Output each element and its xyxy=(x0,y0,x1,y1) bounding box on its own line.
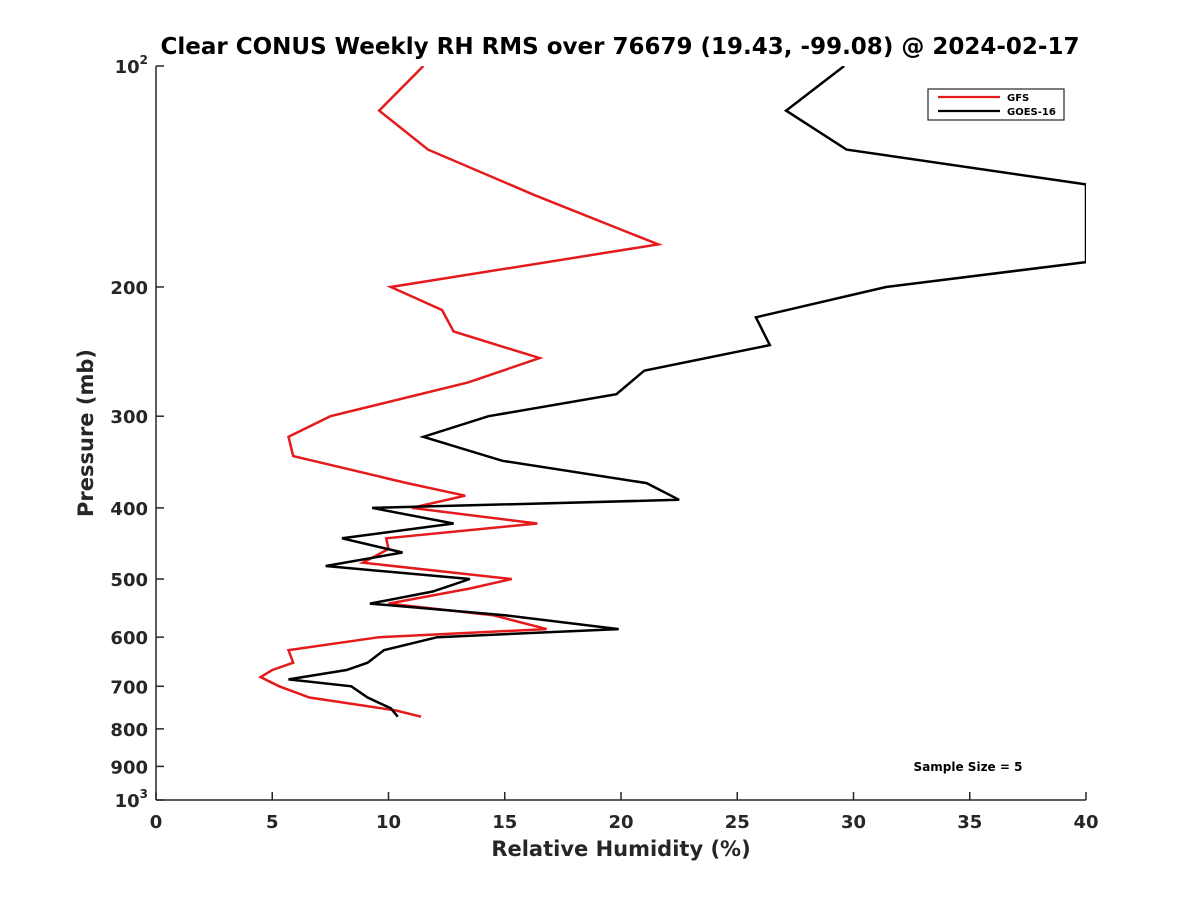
y-tick-label: 800 xyxy=(110,720,148,741)
y-tick-label-base: 800 xyxy=(110,720,148,741)
legend-box xyxy=(927,88,1065,121)
y-tick-label-base: 10 xyxy=(115,57,140,78)
x-tick-label: 30 xyxy=(841,812,866,833)
y-tick-label: 103 xyxy=(115,787,148,812)
y-tick-label: 102 xyxy=(115,53,148,78)
x-axis-label: Relative Humidity (%) xyxy=(491,837,750,861)
y-tick-label: 700 xyxy=(110,677,148,698)
y-tick-label-base: 300 xyxy=(110,407,148,428)
y-tick-label-base: 900 xyxy=(110,757,148,778)
y-tick-label-base: 400 xyxy=(110,499,148,520)
plot-area: 0 5 10 15 20 25 30 35 40 10220030040050060070080… xyxy=(110,53,1098,833)
y-tick-label-base: 10 xyxy=(115,791,140,812)
x-tick-label: 35 xyxy=(957,812,982,833)
y-tick-label-base: 200 xyxy=(110,278,148,299)
legend-label-gfs: GFS xyxy=(1007,93,1029,104)
y-tick-label-base: 700 xyxy=(110,677,148,698)
y-tick-label: 400 xyxy=(110,499,148,520)
legend-label-goes-16: GOES-16 xyxy=(1007,107,1056,118)
x-ticks: 0 5 10 15 20 25 30 35 40 xyxy=(150,792,1099,833)
sample-size-annotation: Sample Size = 5 xyxy=(914,760,1023,774)
chart-title: Clear CONUS Weekly RH RMS over 76679 (19… xyxy=(161,34,1080,60)
y-tick-label-exponent: 3 xyxy=(140,787,148,801)
series-line-gfs xyxy=(258,66,663,718)
y-tick-label-base: 500 xyxy=(110,570,148,591)
y-tick-label: 900 xyxy=(110,757,148,778)
plot-background xyxy=(156,66,1086,800)
x-tick-label: 25 xyxy=(725,812,750,833)
x-tick-label: 0 xyxy=(150,812,163,833)
y-tick-label: 600 xyxy=(110,628,148,649)
x-tick-label: 5 xyxy=(266,812,279,833)
x-tick-label: 10 xyxy=(376,812,401,833)
y-tick-label-base: 600 xyxy=(110,628,148,649)
y-axis-label: Pressure (mb) xyxy=(74,349,98,517)
legend: GFS GOES-16 xyxy=(927,88,1065,121)
y-tick-label: 500 xyxy=(110,570,148,591)
y-tick-label: 300 xyxy=(110,407,148,428)
x-tick-label: 20 xyxy=(608,812,633,833)
series-layer xyxy=(258,66,1086,718)
series-line-goes-16 xyxy=(288,66,1086,718)
y-tick-label: 200 xyxy=(110,278,148,299)
x-tick-label: 40 xyxy=(1073,812,1098,833)
x-tick-label: 15 xyxy=(492,812,517,833)
y-tick-label-exponent: 2 xyxy=(140,53,148,67)
